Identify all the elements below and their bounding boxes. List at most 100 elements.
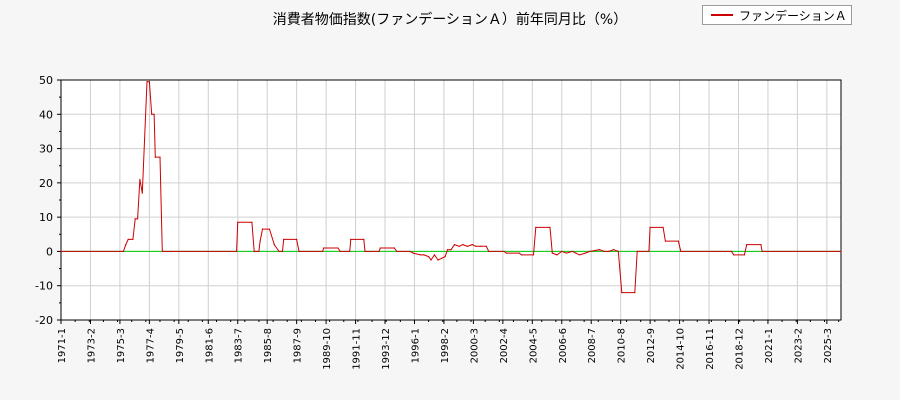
data-point (350, 238, 352, 240)
x-tick-label: 2006-6 (558, 328, 569, 363)
data-point (485, 245, 487, 247)
data-point (677, 240, 680, 242)
x-tick-label: 2016-11 (705, 328, 716, 370)
data-point (148, 81, 150, 83)
data-point (746, 244, 748, 246)
x-tick-label: 2025-3 (823, 328, 834, 363)
data-point (125, 244, 127, 246)
data-point (441, 257, 443, 259)
data-point (430, 259, 432, 261)
data-point (446, 249, 449, 251)
data-point (236, 250, 238, 252)
x-tick-label: 1983-7 (234, 328, 245, 363)
data-point (608, 250, 610, 252)
x-tick-label: 1973-2 (86, 328, 97, 363)
x-tick-label: 2012-9 (646, 328, 657, 363)
data-point (259, 240, 261, 242)
data-point (571, 250, 574, 252)
data-point (428, 256, 430, 258)
data-point (278, 250, 280, 252)
data-point (146, 81, 148, 83)
x-tick-label: 1989-10 (322, 328, 333, 370)
data-point (636, 250, 638, 252)
data-point (296, 238, 298, 240)
x-tick-label: 1985-8 (263, 328, 274, 363)
x-tick-label: 2002-4 (499, 328, 510, 363)
data-point (648, 250, 650, 252)
data-point (419, 254, 421, 256)
data-point (151, 113, 153, 115)
data-point (237, 221, 239, 223)
data-point (549, 226, 551, 228)
data-point (337, 247, 339, 249)
y-tick-label: 20 (39, 177, 53, 190)
data-point (444, 256, 446, 258)
data-point (649, 226, 651, 228)
data-point (139, 178, 141, 180)
data-point (680, 250, 682, 252)
legend-label: ファンデーションＡ (739, 9, 847, 23)
data-point (261, 228, 264, 230)
x-tick-label: 1993-12 (381, 328, 392, 370)
data-point (760, 244, 762, 246)
x-tick-label: 1987-9 (293, 328, 304, 363)
data-point (393, 247, 395, 249)
data-point (535, 226, 537, 228)
data-point (273, 244, 275, 246)
data-point (603, 250, 605, 252)
data-point (521, 254, 523, 256)
data-point (258, 250, 260, 252)
data-point (503, 250, 505, 252)
x-tick-label: 2021-1 (764, 328, 775, 363)
data-point (396, 250, 398, 252)
data-point (153, 113, 155, 115)
data-point (349, 250, 351, 252)
data-point (462, 244, 464, 246)
x-tick-label: 2023-2 (793, 328, 804, 363)
data-point (134, 218, 136, 220)
x-tick-label: 2000-3 (469, 328, 480, 363)
y-tick-label: 30 (39, 143, 53, 156)
data-point (575, 252, 577, 254)
x-tick-label: 2008-7 (587, 328, 598, 363)
plot-frame (60, 79, 842, 321)
data-point (433, 254, 436, 256)
data-point (565, 252, 568, 254)
y-tick-label: 50 (39, 74, 53, 87)
data-point (122, 250, 124, 252)
data-point (127, 238, 129, 240)
chart-title: 消費者物価指数(ファンデーションＡ）前年同月比（%） (272, 12, 628, 28)
data-point (488, 250, 490, 252)
x-tick-label: 1981-6 (204, 328, 215, 363)
y-tick-label: 40 (39, 108, 53, 121)
plot-area (61, 80, 841, 320)
data-point (578, 254, 581, 256)
data-point (613, 249, 615, 251)
x-tick-label: 2018-12 (734, 328, 745, 370)
x-tick-label: 2010-8 (617, 328, 628, 363)
data-point (379, 247, 381, 249)
data-point (159, 156, 161, 158)
data-point (664, 240, 667, 242)
data-point (154, 156, 156, 158)
x-tick-label: 2004-5 (528, 328, 539, 363)
y-tick-label: 0 (46, 245, 53, 258)
x-tick-label: 1996-1 (410, 328, 421, 363)
data-point (412, 252, 414, 254)
data-point (281, 250, 284, 252)
data-point (453, 244, 456, 246)
data-point (634, 292, 636, 294)
data-point (251, 221, 253, 223)
data-point (518, 252, 520, 254)
x-tick-label: 1971-1 (57, 328, 68, 363)
data-point (132, 238, 134, 240)
data-point (621, 292, 623, 294)
data-point (840, 250, 842, 252)
data-point (556, 254, 558, 256)
y-tick-label: -20 (35, 314, 53, 327)
data-point (584, 252, 586, 254)
y-tick-label: -10 (35, 280, 53, 293)
data-point (617, 250, 619, 252)
data-point (471, 244, 473, 246)
